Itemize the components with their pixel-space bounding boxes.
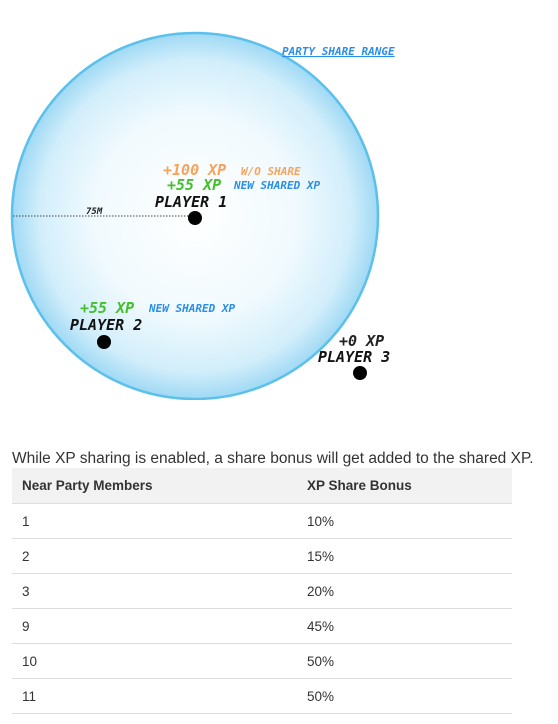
table-row: 3 20% xyxy=(12,573,512,609)
player-2-note-shared: NEW SHARED XP xyxy=(148,302,235,315)
player-3-xp: +0 XP xyxy=(339,332,384,350)
near-party-members-cell: 11 xyxy=(12,678,297,714)
player-3-dot xyxy=(353,366,367,380)
player-3-name: PLAYER 3 xyxy=(318,348,390,366)
share-bonus-caption: While XP sharing is enabled, a share bon… xyxy=(12,449,534,467)
table-header-row: Near Party Members XP Share Bonus xyxy=(12,468,512,504)
player-1-note-without-share: W/O SHARE xyxy=(241,165,301,178)
player-3-group: +0 XP PLAYER 3 xyxy=(318,332,390,380)
near-party-members-cell: 9 xyxy=(12,608,297,644)
xp-share-bonus-cell: 20% xyxy=(297,573,512,609)
player-1-name: PLAYER 1 xyxy=(155,193,227,211)
near-party-members-cell: 1 xyxy=(12,503,297,539)
header-near-party-members: Near Party Members xyxy=(12,468,297,504)
player-1-dot xyxy=(188,211,202,225)
near-party-members-cell: 10 xyxy=(12,643,297,679)
player-1-group: +100 XP W/O SHARE +55 XP NEW SHARED XP P… xyxy=(155,161,320,225)
range-distance-label: 75M xyxy=(86,207,103,217)
player-2-group: +55 XP NEW SHARED XP PLAYER 2 xyxy=(70,299,235,349)
party-share-diagram: PARTY SHARE RANGE 75M +100 XP W/O SHARE … xyxy=(10,31,395,400)
table-row: 2 15% xyxy=(12,538,512,574)
player-2-xp-shared: +55 XP xyxy=(80,299,134,317)
xp-share-bonus-table: Near Party Members XP Share Bonus 1 10% … xyxy=(12,468,512,714)
party-share-range-label: PARTY SHARE RANGE xyxy=(282,45,395,58)
xp-share-bonus-cell: 50% xyxy=(297,643,512,679)
near-party-members-cell: 2 xyxy=(12,538,297,574)
table-row: 9 45% xyxy=(12,608,512,644)
player-2-name: PLAYER 2 xyxy=(70,316,142,334)
header-xp-share-bonus: XP Share Bonus xyxy=(297,468,512,504)
table-row: 1 10% xyxy=(12,503,512,539)
near-party-members-cell: 3 xyxy=(12,573,297,609)
table-row: 11 50% xyxy=(12,678,512,714)
xp-share-bonus-cell: 45% xyxy=(297,608,512,644)
player-1-note-shared: NEW SHARED XP xyxy=(233,179,320,192)
player-1-xp-shared: +55 XP xyxy=(167,176,221,194)
table-row: 10 50% xyxy=(12,643,512,679)
xp-share-bonus-cell: 50% xyxy=(297,678,512,714)
xp-share-bonus-cell: 10% xyxy=(297,503,512,539)
player-2-dot xyxy=(97,335,111,349)
player-1-xp-without-share: +100 XP xyxy=(163,161,226,179)
xp-share-bonus-cell: 15% xyxy=(297,538,512,574)
